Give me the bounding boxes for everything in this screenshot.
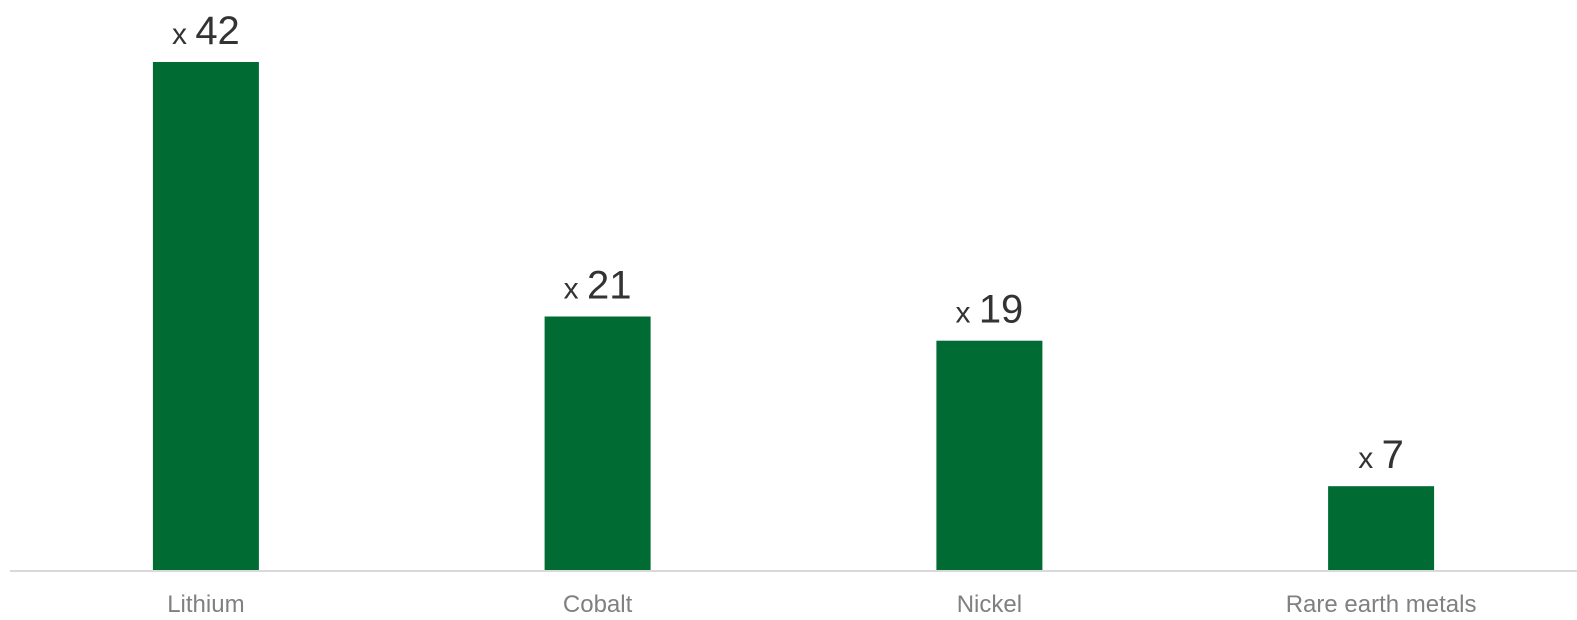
bar-rare-earth-metals (1328, 486, 1435, 571)
x-tick-label: Cobalt (563, 591, 633, 618)
data-label-value: 7 (1382, 433, 1404, 477)
bar-nickel (936, 340, 1043, 571)
data-label-prefix: x (172, 18, 195, 51)
data-label-value: 21 (587, 264, 632, 308)
data-label-value: 19 (979, 288, 1024, 332)
data-label: x 21 (564, 264, 632, 308)
data-label-prefix: x (955, 297, 978, 330)
data-label: x 19 (955, 288, 1023, 332)
x-tick-label: Nickel (957, 591, 1022, 618)
bar-cobalt (544, 316, 651, 571)
data-label-prefix: x (1358, 442, 1381, 475)
data-label: x 42 (172, 9, 240, 53)
bar-lithium (152, 62, 259, 571)
data-label-value: 42 (195, 9, 240, 53)
x-tick-labels-group: Lithium Cobalt Nickel Rare earth metals (167, 591, 1476, 618)
data-label: x 7 (1358, 433, 1404, 477)
data-label-prefix: x (564, 273, 587, 306)
x-tick-label: Lithium (167, 591, 244, 618)
bars-group (152, 62, 1435, 571)
x-tick-label: Rare earth metals (1286, 591, 1477, 618)
data-labels-group: x 42x 21x 19x 7 (172, 9, 1404, 477)
